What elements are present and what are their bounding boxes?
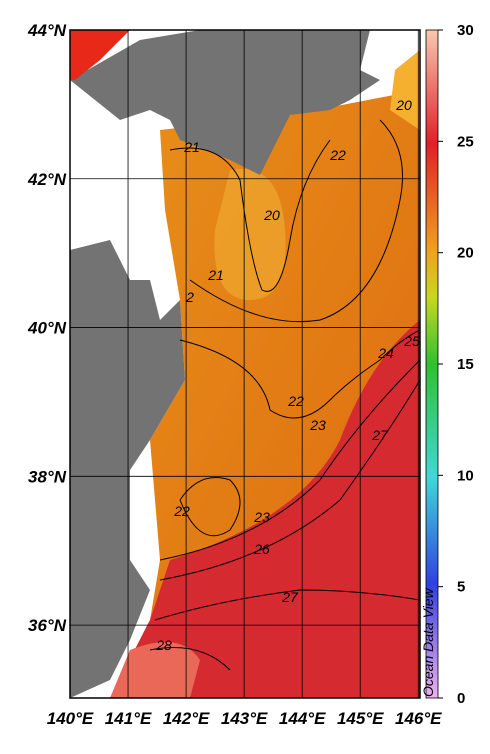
- contour-label: 24: [377, 345, 394, 361]
- field-red: [110, 320, 420, 698]
- y-tick-label: 42°N: [27, 170, 67, 189]
- contour-label: 28: [155, 637, 172, 653]
- x-tick-label: 143°E: [221, 709, 268, 728]
- x-tick-label: 145°E: [337, 709, 384, 728]
- field-sea-japan: [70, 30, 130, 80]
- x-tick-label: 144°E: [279, 709, 326, 728]
- contour-label: 21: [183, 139, 200, 155]
- contour-label: 25: [403, 333, 420, 349]
- y-tick-label: 38°N: [28, 467, 67, 486]
- colorbar-tick-label: 20: [457, 245, 474, 262]
- field-pink: [110, 642, 200, 698]
- colorbar-tick-label: 15: [457, 356, 474, 373]
- x-tick-label: 141°E: [105, 709, 152, 728]
- x-tick-label: 142°E: [163, 709, 210, 728]
- contour-label: 22: [173, 503, 190, 519]
- contour-label: 23: [253, 509, 270, 525]
- watermark: Ocean Data View: [420, 587, 436, 697]
- x-tick-label: 140°E: [47, 709, 94, 728]
- x-tick-label: 146°E: [395, 709, 442, 728]
- contour-label: 27: [281, 589, 299, 605]
- contour-label: 20: [395, 97, 412, 113]
- map-area: [70, 30, 420, 698]
- contour-label: 27: [371, 427, 389, 443]
- y-tick-label: 36°N: [28, 616, 67, 635]
- colorbar-tick-label: 0: [457, 690, 465, 707]
- contour-label: 23: [309, 417, 326, 433]
- contour-label: 21: [207, 267, 224, 283]
- colorbar-tick-label: 25: [457, 133, 474, 150]
- contours: [149, 119, 420, 671]
- contour-label: 2: [185, 289, 194, 305]
- y-tick-label: 44°N: [27, 21, 67, 40]
- y-tick-label: 40°N: [27, 319, 67, 338]
- contour-label: 20: [263, 207, 280, 223]
- colorbar-tick-label: 5: [457, 579, 465, 596]
- colorbar-tick-label: 30: [457, 22, 474, 39]
- contour-label: 22: [287, 393, 304, 409]
- contour-label: 26: [253, 541, 270, 557]
- contour-label: 22: [329, 147, 346, 163]
- frame: [69, 29, 421, 699]
- field-warm: [214, 168, 286, 300]
- land-honshu: [70, 240, 185, 698]
- colorbar-tick-label: 10: [457, 467, 474, 484]
- field-yellow: [390, 50, 420, 130]
